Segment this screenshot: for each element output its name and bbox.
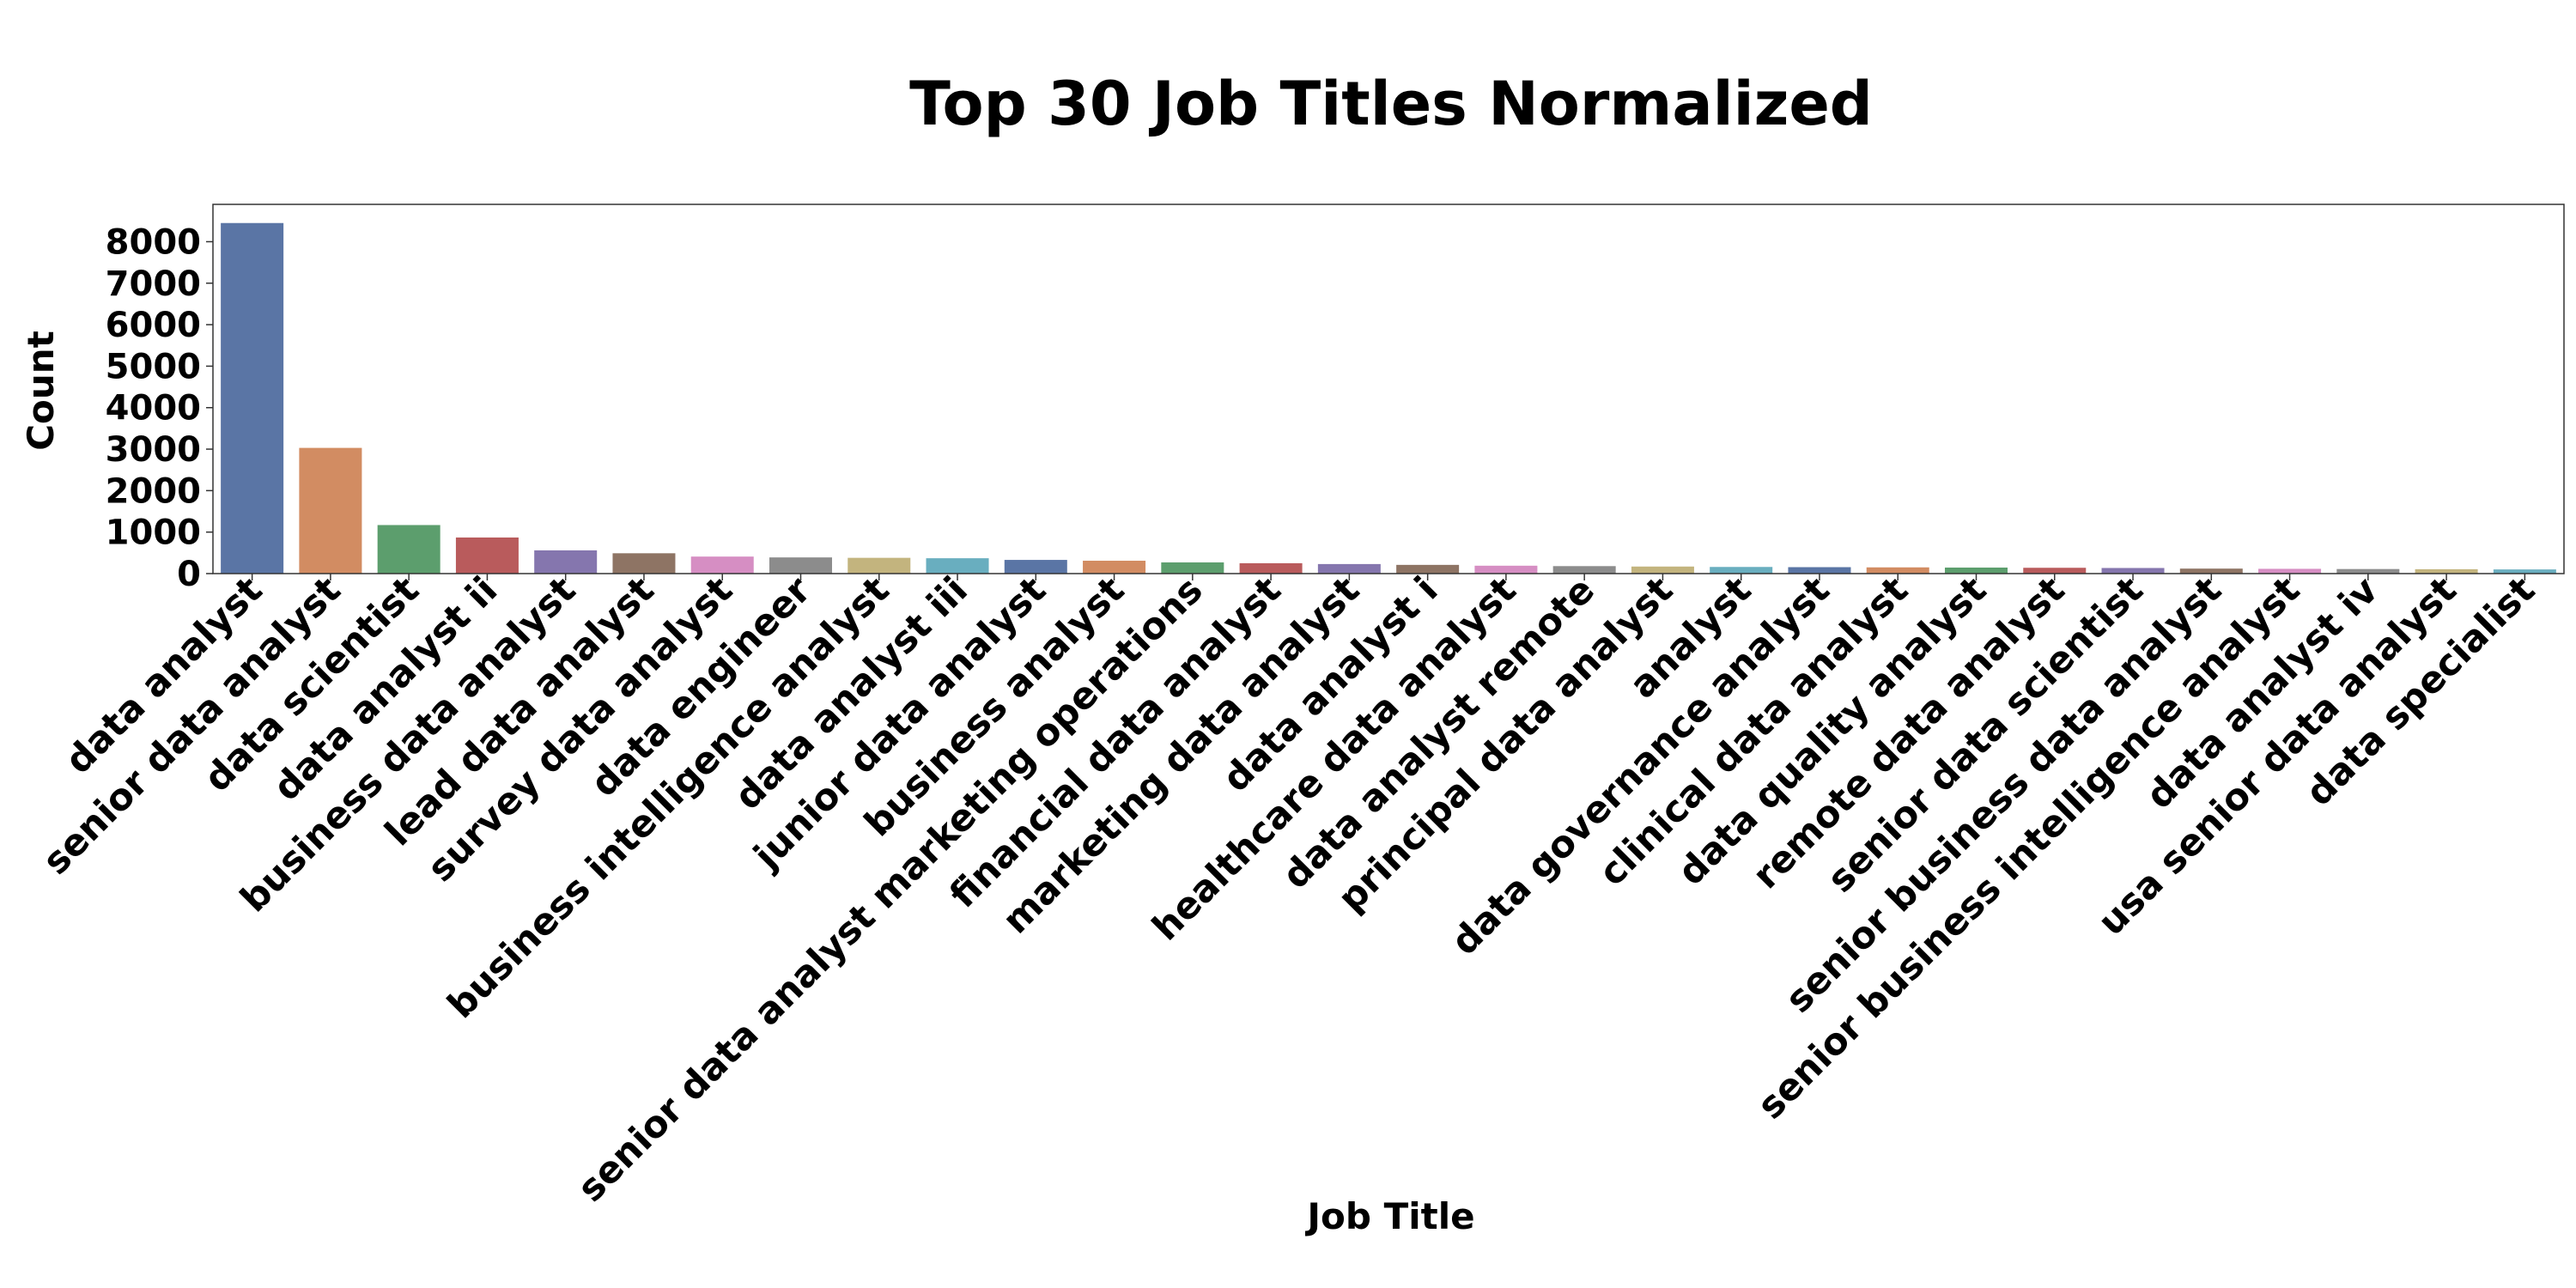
bar-data-quality-analyst <box>1944 567 2008 574</box>
y-tick-label: 7000 <box>106 264 201 304</box>
bar-data-analyst <box>221 222 284 574</box>
bar-marketing-data-analyst <box>1317 563 1381 574</box>
y-tick-label: 6000 <box>106 306 201 345</box>
bar-analyst <box>1710 567 1773 574</box>
y-tick-label: 0 <box>177 555 201 594</box>
bars-group <box>221 222 2556 574</box>
y-tick-label: 8000 <box>106 222 201 262</box>
bar-data-analyst-remote <box>1552 566 1616 574</box>
x-axis-label: Job Title <box>1304 1195 1474 1237</box>
bar-data-analyst-iv <box>2336 568 2400 574</box>
bar-lead-data-analyst <box>612 553 676 574</box>
y-tick-label: 5000 <box>106 347 201 386</box>
y-axis-label: Count <box>20 331 62 451</box>
y-tick-label: 3000 <box>106 430 201 470</box>
plot-frame <box>212 204 2565 574</box>
y-tick-label: 2000 <box>106 471 201 511</box>
bar-data-specialist <box>2493 569 2556 574</box>
bar-data-analyst-i <box>1396 564 1460 574</box>
bar-data-analyst-ii <box>455 537 519 574</box>
bar-survey-data-analyst <box>690 556 754 574</box>
chart-title: Top 30 Job Titles Normalized <box>909 69 1873 139</box>
bar-healthcare-data-analyst <box>1474 565 1538 574</box>
bar-data-engineer <box>769 557 832 574</box>
bar-senior-business-intelligence-analyst <box>2258 568 2322 574</box>
bar-data-governance-analyst <box>1788 567 1851 574</box>
bar-principal-data-analyst <box>1631 566 1694 574</box>
bar-business-analyst <box>1083 561 1146 574</box>
bar-junior-data-analyst <box>1004 560 1067 574</box>
bar-senior-data-scientist <box>2101 568 2165 574</box>
bar-business-data-analyst <box>534 550 598 574</box>
bar-financial-data-analyst <box>1239 562 1303 574</box>
bar-business-intelligence-analyst <box>848 557 911 574</box>
bar-data-analyst-iii <box>926 558 989 574</box>
bar-remote-data-analyst <box>2023 568 2087 574</box>
bar-usa-senior-data-analyst <box>2415 568 2478 574</box>
bar-senior-data-analyst-marketing-operations <box>1161 562 1224 574</box>
bar-senior-data-analyst <box>299 447 362 574</box>
bar-data-scientist <box>377 525 440 574</box>
bar-clinical-data-analyst <box>1866 567 1929 574</box>
y-tick-label: 1000 <box>106 513 201 553</box>
bar-senior-business-data-analyst <box>2179 568 2243 574</box>
y-tick-label: 4000 <box>106 389 201 428</box>
